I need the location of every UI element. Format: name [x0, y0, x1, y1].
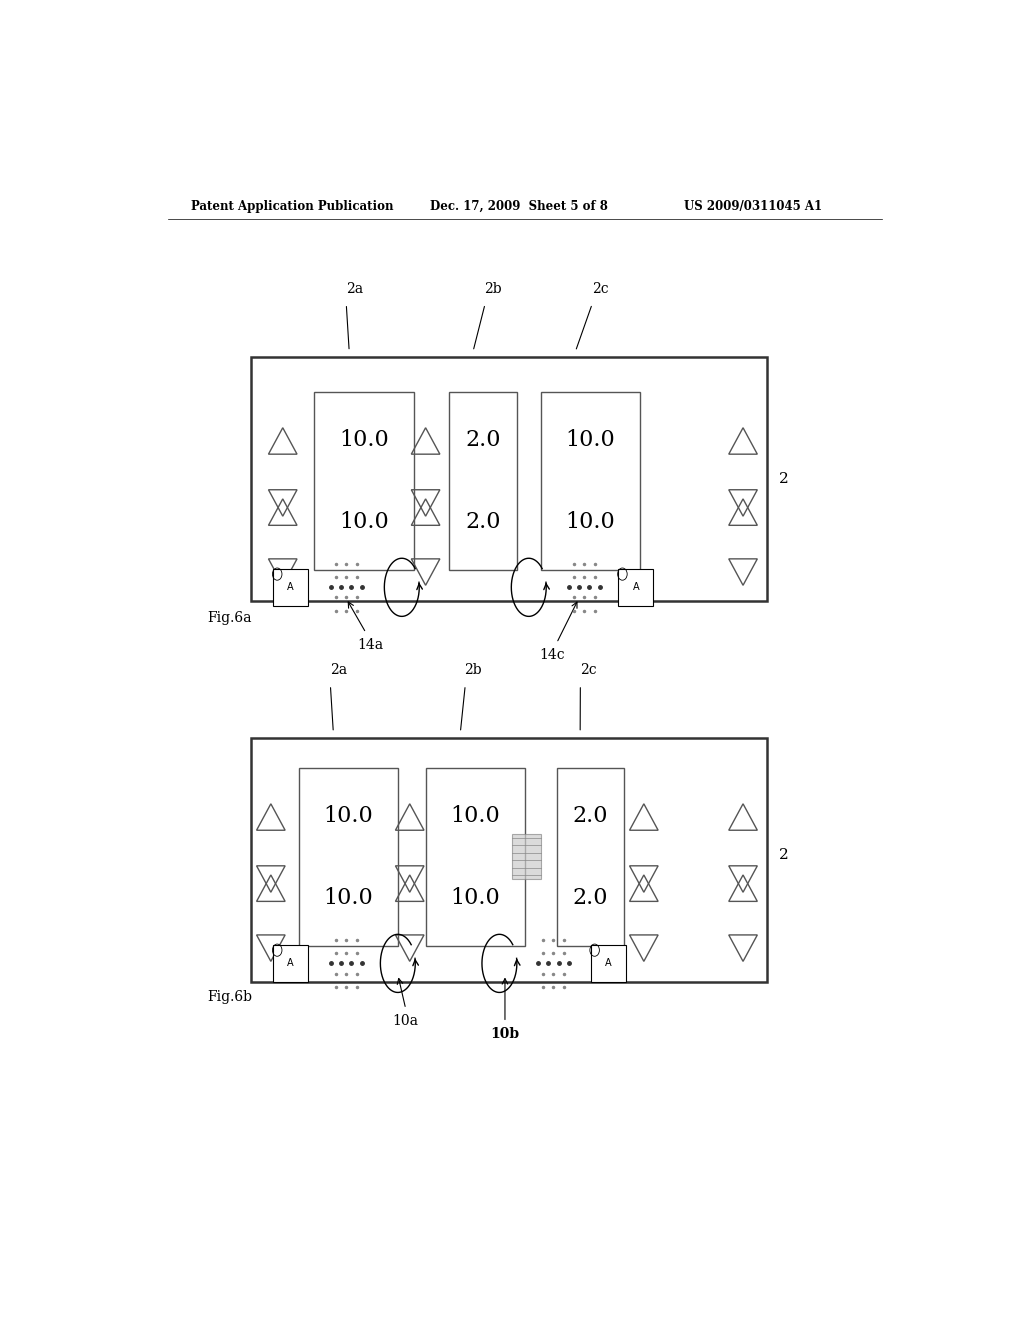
FancyBboxPatch shape	[557, 768, 624, 946]
Text: 10.0: 10.0	[324, 805, 373, 828]
Text: 2a: 2a	[330, 663, 347, 677]
Text: Fig.6b: Fig.6b	[207, 990, 252, 1003]
FancyBboxPatch shape	[299, 768, 397, 946]
Text: 10.0: 10.0	[451, 805, 500, 828]
Text: 10.0: 10.0	[339, 429, 389, 451]
Text: 2: 2	[778, 471, 788, 486]
FancyBboxPatch shape	[426, 768, 524, 946]
FancyBboxPatch shape	[314, 392, 414, 570]
Text: 2b: 2b	[484, 281, 502, 296]
FancyBboxPatch shape	[541, 392, 640, 570]
Text: 14c: 14c	[540, 648, 565, 663]
FancyBboxPatch shape	[273, 945, 308, 982]
Text: 2c: 2c	[592, 281, 608, 296]
Text: 2.0: 2.0	[465, 511, 501, 533]
Text: 10.0: 10.0	[565, 429, 615, 451]
Text: A: A	[633, 582, 639, 593]
FancyBboxPatch shape	[512, 834, 541, 879]
Text: 2.0: 2.0	[572, 887, 608, 909]
FancyBboxPatch shape	[251, 738, 767, 982]
Text: Dec. 17, 2009  Sheet 5 of 8: Dec. 17, 2009 Sheet 5 of 8	[430, 199, 607, 213]
Text: 10.0: 10.0	[565, 511, 615, 533]
Text: A: A	[288, 958, 294, 969]
Text: 10.0: 10.0	[324, 887, 373, 909]
Text: 10.0: 10.0	[451, 887, 500, 909]
Text: A: A	[605, 958, 611, 969]
Text: 2.0: 2.0	[465, 429, 501, 451]
Text: 2c: 2c	[580, 663, 597, 677]
Text: 2: 2	[778, 847, 788, 862]
Text: 10b: 10b	[490, 1027, 519, 1041]
FancyBboxPatch shape	[450, 392, 517, 570]
Text: 2a: 2a	[346, 281, 362, 296]
Text: 2b: 2b	[465, 663, 482, 677]
Text: US 2009/0311045 A1: US 2009/0311045 A1	[684, 199, 821, 213]
FancyBboxPatch shape	[251, 356, 767, 601]
Text: Patent Application Publication: Patent Application Publication	[191, 199, 394, 213]
FancyBboxPatch shape	[591, 945, 626, 982]
Text: A: A	[288, 582, 294, 593]
Text: 14a: 14a	[357, 638, 383, 652]
FancyBboxPatch shape	[618, 569, 653, 606]
Text: Fig.6a: Fig.6a	[207, 611, 252, 624]
FancyBboxPatch shape	[273, 569, 308, 606]
Text: 10.0: 10.0	[339, 511, 389, 533]
Text: 2.0: 2.0	[572, 805, 608, 828]
Text: 10a: 10a	[393, 1014, 419, 1028]
